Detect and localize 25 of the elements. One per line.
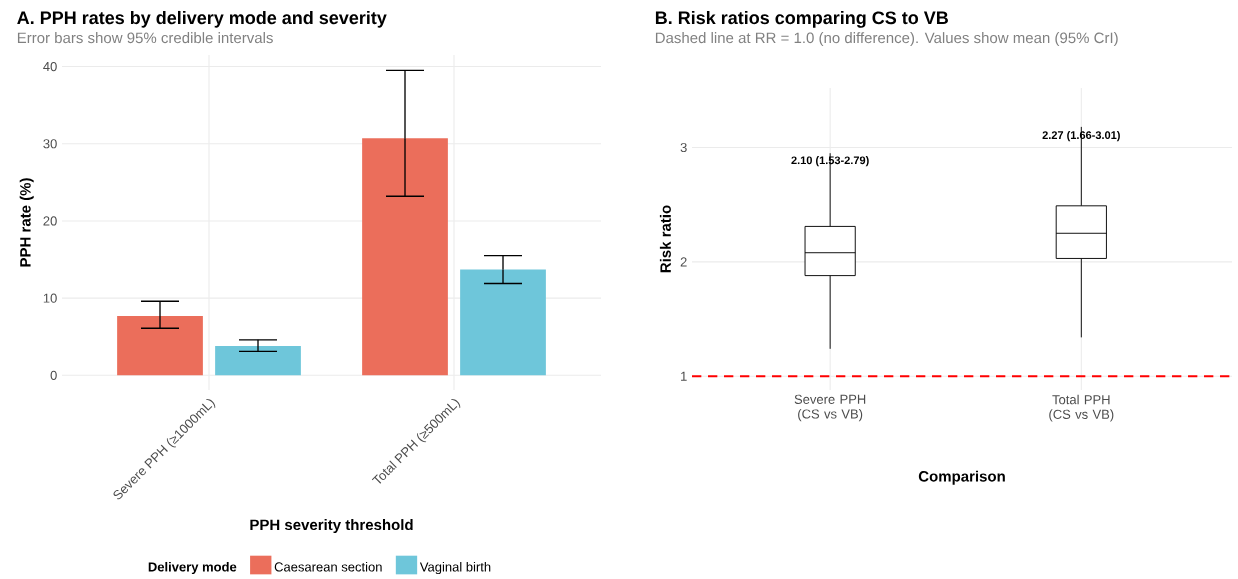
x-tick-label: Severe PPH (CS vs VB) <box>794 394 866 422</box>
bar <box>362 138 448 376</box>
legend-title: Delivery mode <box>148 561 237 575</box>
x-axis-title: Comparison <box>918 470 1005 485</box>
y-tick-label: 30 <box>43 139 57 149</box>
chart-title: A. PPH rates by delivery mode and severity <box>17 10 387 28</box>
y-tick-label: 3 <box>680 142 687 153</box>
bar <box>460 269 546 376</box>
bar <box>215 346 301 376</box>
legend-label: Caesarean section <box>274 561 382 572</box>
x-axis-title: PPH severity threshold <box>250 519 413 534</box>
legend-label: Vaginal birth <box>419 561 491 575</box>
chart-title: B. Risk ratios comparing CS to VB <box>655 10 948 28</box>
y-tick-label: 40 <box>43 61 57 72</box>
chart-subtitle: Error bars show 95% credible intervals <box>17 32 273 44</box>
y-tick-label: 1 <box>681 371 687 381</box>
chart-subtitle: Dashed line at RR = 1.0 (no difference). Values show mean (95% CrI) <box>655 32 1118 47</box>
y-axis-title: PPH rate (%) <box>19 178 34 267</box>
y-tick-label: 0 <box>50 370 57 380</box>
bar <box>117 315 203 376</box>
y-tick-label: 10 <box>43 293 57 303</box>
y-tick-label: 20 <box>43 216 57 226</box>
y-axis-title: Risk ratio <box>659 205 671 273</box>
x-tick-label: Total PPH (CS vs VB) <box>1049 394 1114 422</box>
y-tick-label: 2 <box>680 257 687 267</box>
